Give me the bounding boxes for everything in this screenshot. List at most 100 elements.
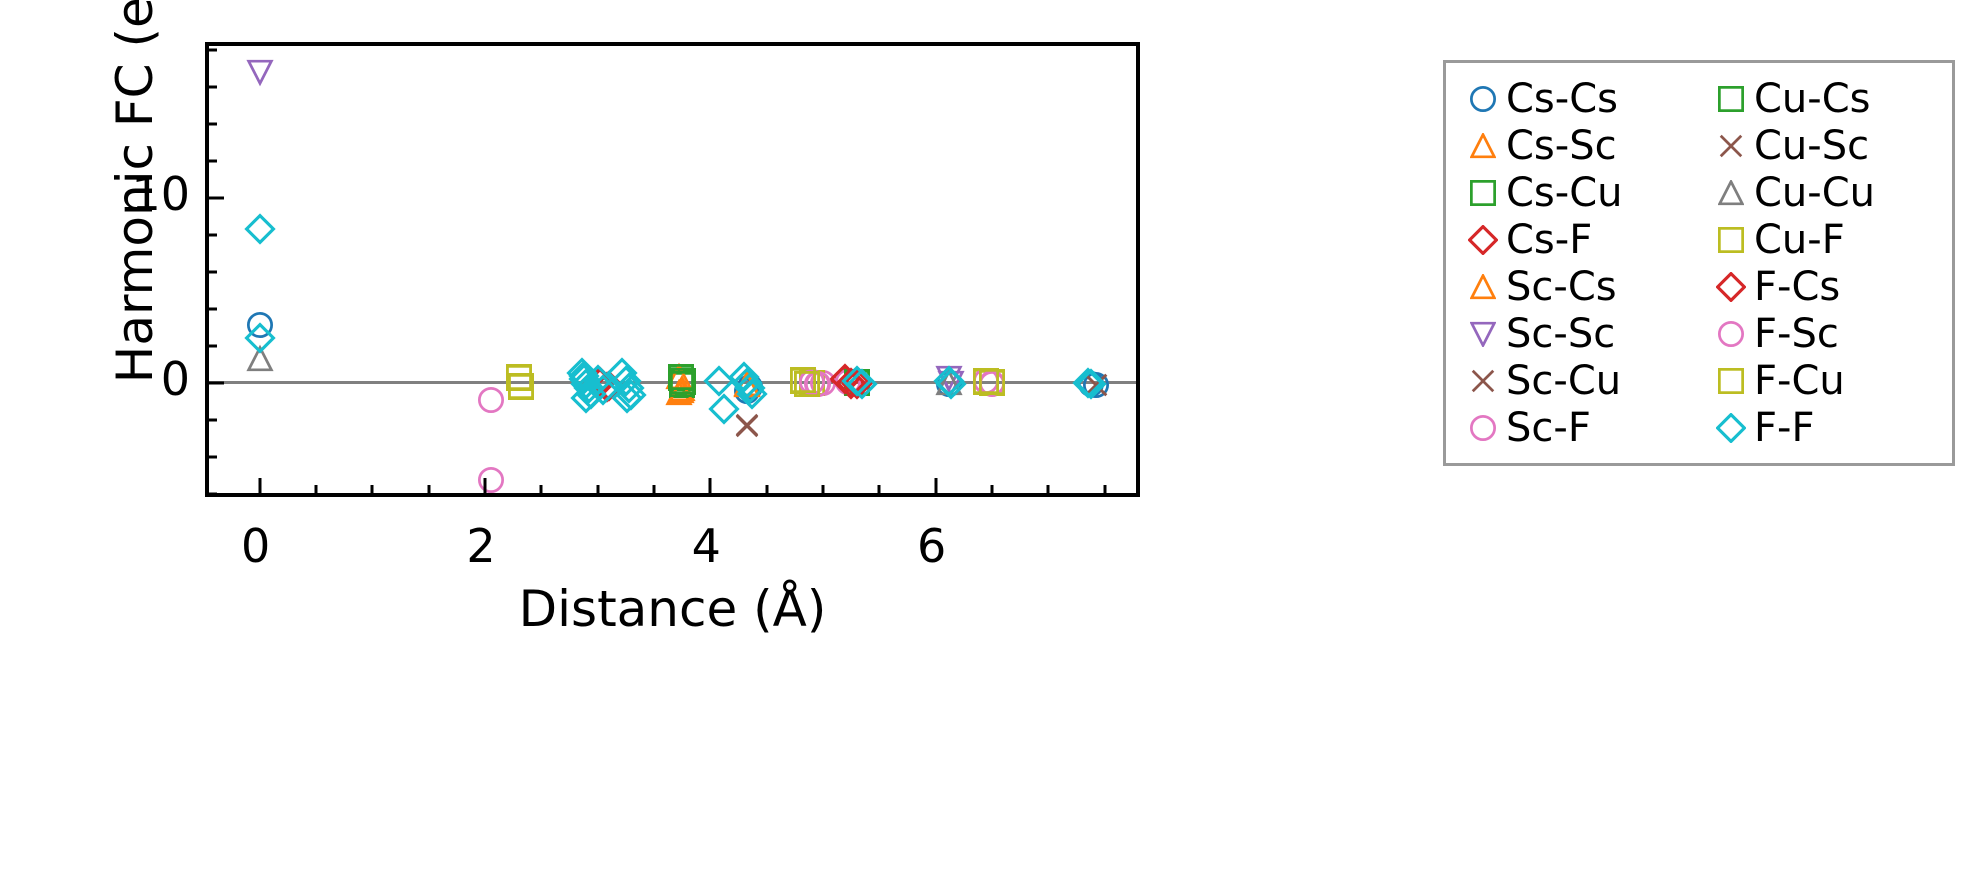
legend: Cs-Cs Cu-Cs Cs-Sc Cu-Sc Cs-Cu Cu-Cu Cs-F Cu-F Sc… [1443,60,1955,466]
data-point [572,372,605,404]
legend-item-sc-cu[interactable]: Sc-Cu [1460,357,1694,404]
x-tick-major [483,478,487,494]
legend-label: F-F [1754,404,1815,451]
x-tick-label: 0 [241,519,271,573]
y-tick-minor [208,85,217,89]
x-tick-major [258,478,262,494]
y-tick-label: 0 [160,351,190,406]
legend-item-cs-cu[interactable]: Cs-Cu [1460,169,1694,216]
data-point [246,312,273,339]
y-tick-minor [208,307,217,311]
y-tick-minor [208,418,217,422]
data-point [829,363,862,395]
x-tick-label: 4 [691,519,721,573]
legend-item-f-cu[interactable]: F-Cu [1708,357,1942,404]
data-point [829,364,862,396]
legend-label: Cs-F [1506,216,1593,263]
legend-label: Sc-F [1506,404,1591,451]
data-point [668,364,695,391]
legend-item-cu-sc[interactable]: Cu-Sc [1708,122,1942,169]
diamond-icon [1708,412,1754,443]
circle-icon [1460,85,1506,112]
data-point [244,322,276,354]
data-point [570,382,603,414]
y-tick-minor [208,233,217,237]
data-point [789,366,816,393]
y-tick-major [208,381,224,385]
data-point [568,363,600,395]
y-tick-label: 10 [131,166,190,221]
data-point [244,213,276,245]
legend-label: F-Cu [1754,357,1845,404]
data-point [736,374,763,401]
x-tick-minor [596,485,600,494]
legend-item-sc-cs[interactable]: Sc-Cs [1460,263,1694,310]
legend-label: F-Cs [1754,263,1841,310]
cross-icon [1460,368,1506,394]
legend-label: Cu-F [1754,216,1845,263]
legend-grid: Cs-Cs Cu-Cs Cs-Sc Cu-Sc Cs-Cu Cu-Cu Cs-F Cu-F Sc… [1460,75,1942,451]
x-tick-minor [652,485,656,494]
x-tick-minor [314,485,318,494]
data-point [505,364,532,391]
data-point [508,373,535,400]
data-point [733,370,762,397]
x-tick-minor [765,485,769,494]
data-point [734,412,760,438]
zero-reference-line [209,381,1136,385]
x-tick-minor [427,485,431,494]
legend-label: F-Sc [1754,310,1839,357]
data-point [593,370,625,402]
data-point [477,387,504,414]
data-point [665,362,693,390]
data-point [581,364,614,396]
legend-item-cs-sc[interactable]: Cs-Sc [1460,122,1694,169]
x-tick-label: 2 [466,519,496,573]
data-point [591,371,623,403]
square-icon [1708,367,1754,394]
legend-label: Cu-Cs [1754,75,1871,122]
legend-item-cs-cs[interactable]: Cs-Cs [1460,75,1694,122]
legend-item-cs-f[interactable]: Cs-F [1460,216,1694,263]
x-tick-minor [1103,485,1107,494]
legend-label: Cs-Cu [1506,169,1623,216]
triangle-up-icon [1708,179,1754,206]
data-point [669,371,696,398]
y-axis-title-wrap: Harmonic FC (eV/Å2) [35,0,164,497]
legend-item-f-sc[interactable]: F-Sc [1708,310,1942,357]
data-point [246,344,274,372]
triangle-up-icon [1460,132,1506,159]
data-point [508,374,535,401]
data-point [1083,372,1109,398]
plot-area [205,42,1140,497]
data-point [615,378,648,411]
circle-icon [1460,414,1506,441]
square-icon [1460,179,1506,206]
x-tick-minor [539,485,543,494]
legend-label: Sc-Sc [1506,310,1616,357]
data-point [668,365,695,392]
x-axis-title: Distance (Å) [518,580,827,638]
legend-label: Sc-Cu [1506,357,1622,404]
y-tick-minor [208,492,217,496]
legend-item-sc-sc[interactable]: Sc-Sc [1460,310,1694,357]
y-tick-minor [208,122,217,126]
legend-item-cu-cu[interactable]: Cu-Cu [1708,169,1942,216]
legend-label: Sc-Cs [1506,263,1617,310]
legend-item-sc-f[interactable]: Sc-F [1460,404,1694,451]
triangle-down-icon [1460,321,1506,347]
legend-item-f-f[interactable]: F-F [1708,404,1942,451]
data-point [734,413,760,439]
x-tick-minor [370,485,374,494]
data-point [734,372,766,404]
data-point [613,372,645,404]
square-icon [1708,226,1754,253]
legend-item-cu-cs[interactable]: Cu-Cs [1708,75,1942,122]
legend-item-f-cs[interactable]: F-Cs [1708,263,1942,310]
x-tick-major [934,478,938,494]
y-tick-minor [208,455,217,459]
x-tick-minor [990,485,994,494]
legend-item-cu-f[interactable]: Cu-F [1708,216,1942,263]
y-tick-minor [208,159,217,163]
x-tick-minor [821,485,825,494]
